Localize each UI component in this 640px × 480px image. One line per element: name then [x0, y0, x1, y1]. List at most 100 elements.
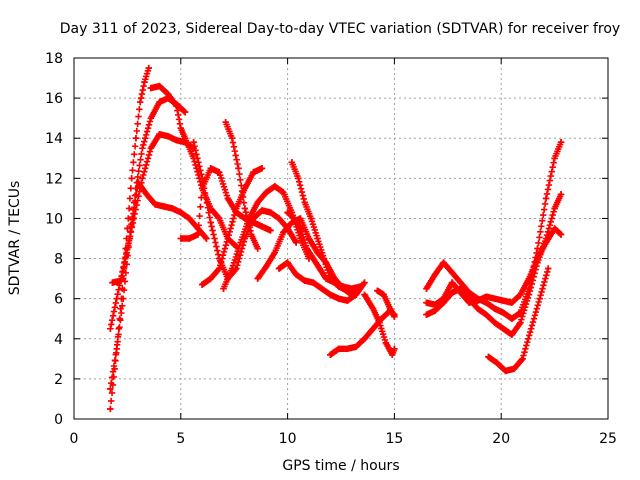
data-point — [431, 307, 439, 314]
data-point — [457, 279, 464, 286]
data-point — [448, 269, 456, 276]
data-point — [357, 283, 364, 290]
data-point — [117, 277, 125, 284]
data-point — [544, 265, 552, 272]
data-point — [220, 285, 227, 292]
data-point — [139, 175, 146, 182]
data-point — [386, 305, 394, 312]
data-point — [198, 281, 206, 288]
data-point — [344, 297, 351, 304]
data-point — [258, 207, 266, 214]
y-tick-label: 4 — [54, 332, 63, 348]
data-point — [485, 353, 492, 361]
data-point — [177, 209, 184, 216]
x-tick-label: 0 — [70, 431, 79, 447]
data-point — [164, 90, 172, 98]
data-point — [107, 325, 114, 332]
chart-title: Day 311 of 2023, Sidereal Day-to-day VTE… — [60, 21, 620, 37]
data-point — [527, 325, 535, 332]
data-point — [508, 299, 516, 306]
data-point — [126, 235, 133, 242]
data-point — [557, 191, 565, 198]
data-point — [177, 124, 184, 132]
data-point — [322, 275, 330, 282]
series-track-r — [423, 139, 565, 322]
series-track-j — [222, 118, 261, 252]
data-point — [301, 277, 308, 284]
data-point — [194, 225, 202, 232]
data-point — [380, 291, 387, 298]
data-point — [241, 205, 249, 212]
data-point — [525, 291, 533, 298]
series-track-h — [198, 165, 266, 288]
data-point — [344, 345, 351, 353]
y-tick-label: 12 — [45, 171, 63, 187]
data-point — [134, 179, 142, 186]
x-tick-label: 25 — [599, 431, 617, 447]
data-point — [500, 297, 507, 304]
data-point — [107, 405, 114, 413]
data-point — [389, 351, 396, 359]
data-point — [194, 231, 202, 238]
data-point — [156, 82, 163, 90]
data-point — [483, 299, 490, 306]
x-tick-label: 5 — [176, 431, 185, 447]
data-point — [320, 255, 328, 262]
data-point — [228, 135, 236, 142]
data-point — [297, 215, 304, 222]
data-point — [156, 131, 163, 138]
data-point — [551, 205, 558, 212]
data-point — [128, 175, 135, 182]
y-tick-label: 16 — [45, 91, 63, 107]
data-point — [517, 291, 524, 298]
data-point — [275, 265, 283, 272]
data-point — [254, 275, 261, 282]
data-point — [348, 285, 355, 292]
series-track-e — [147, 82, 240, 250]
data-point — [391, 313, 398, 320]
y-tick-label: 10 — [45, 211, 63, 227]
data-point — [301, 199, 308, 206]
data-point — [374, 287, 381, 294]
data-point — [316, 265, 323, 272]
y-tick-label: 2 — [54, 372, 63, 388]
data-point — [536, 295, 543, 302]
data-point — [147, 84, 155, 92]
data-point — [151, 201, 159, 208]
data-point — [263, 189, 270, 196]
data-point — [267, 227, 274, 234]
data-point — [525, 275, 533, 282]
data-point — [508, 315, 516, 322]
series-track-d — [109, 179, 210, 286]
data-point — [250, 169, 257, 176]
data-point — [224, 195, 231, 202]
data-point — [457, 289, 464, 296]
data-point — [224, 235, 231, 242]
data-point — [369, 305, 377, 312]
data-point — [491, 319, 498, 326]
data-point — [474, 297, 481, 304]
data-point — [207, 275, 214, 282]
data-point — [382, 339, 390, 346]
data-point — [237, 239, 244, 246]
x-axis-label: GPS time / hours — [282, 458, 399, 474]
data-point — [156, 98, 163, 106]
data-point — [233, 205, 240, 212]
data-point — [109, 279, 116, 286]
data-point — [534, 255, 541, 262]
data-point — [557, 139, 565, 146]
data-point — [203, 235, 210, 242]
data-point — [327, 291, 334, 298]
series-track-t — [423, 225, 565, 308]
data-point — [107, 385, 114, 393]
data-point — [474, 305, 481, 312]
data-point — [207, 219, 214, 226]
data-point — [292, 271, 300, 278]
data-point — [303, 245, 311, 252]
data-point — [119, 295, 127, 302]
data-point — [258, 165, 266, 172]
data-point — [335, 345, 343, 353]
x-tick-label: 15 — [385, 431, 403, 447]
series-track-p — [361, 291, 398, 359]
